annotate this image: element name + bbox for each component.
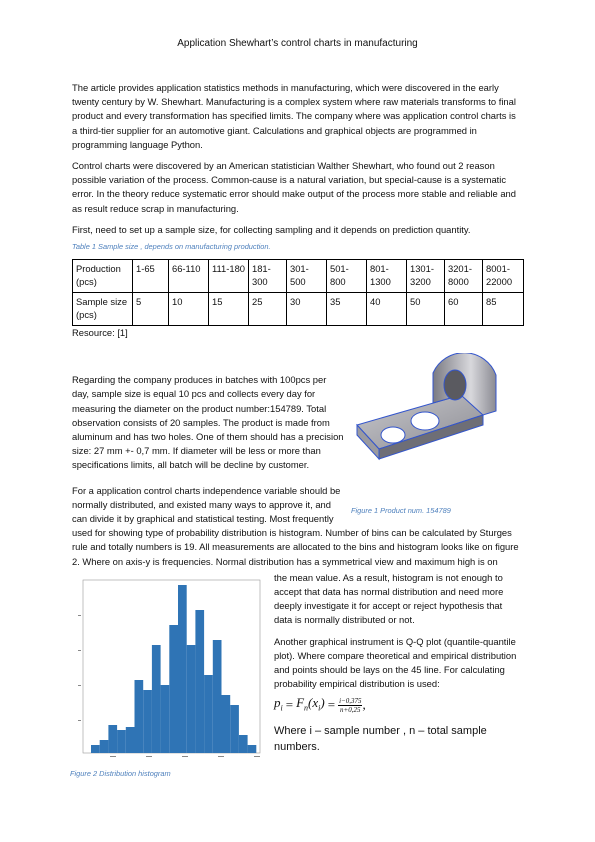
fraction: i−0,375 n+0,25	[338, 696, 363, 714]
table-cell: 8001-22000	[482, 259, 524, 294]
denominator: n+0,25	[340, 705, 361, 714]
formula-part: n	[304, 703, 309, 713]
table-cell: 1-65	[132, 259, 169, 294]
table-cell: 35	[326, 292, 367, 327]
formula: pi = Fn(xi) = i−0,375 n+0,25 ,	[274, 694, 523, 716]
table-cell: Production (pcs)	[72, 259, 133, 294]
body-text: The article provides application statist…	[70, 81, 524, 788]
paragraph: Control charts were discovered by an Ame…	[72, 160, 516, 214]
table-row: Sample size (pcs) 5 10 15 25 30 35 40 50 60 85	[72, 292, 524, 327]
table-cell: 15	[208, 292, 249, 327]
paragraph: For a application control charts indepen…	[72, 484, 519, 567]
table-cell: 40	[366, 292, 407, 327]
table-cell: 66-110	[168, 259, 209, 294]
formula-part: i	[280, 703, 283, 713]
formula-part: ,	[362, 697, 366, 713]
formula-part: =	[285, 697, 294, 713]
table-cell: 1301-3200	[406, 259, 445, 294]
header-title: Application Shewhart’s control charts in…	[177, 38, 418, 49]
table-body: Production (pcs) 1-65 66-110 111-180 181-300…	[72, 259, 524, 327]
formula-part: (x	[308, 694, 319, 710]
table-cell: 501-800	[326, 259, 367, 294]
table-cell: 181-300	[248, 259, 287, 294]
figure-1: Figure 1 Product num. 154789	[351, 352, 523, 518]
figure-2: Figure 2 Distribution histogram	[70, 573, 268, 788]
paragraph: the mean value. As a result, histogram i…	[274, 571, 504, 626]
table-cell: 25	[248, 292, 287, 327]
table-cell: 85	[482, 292, 524, 327]
table-source: Resource: [1]	[72, 327, 128, 339]
formula-part: F	[296, 694, 305, 710]
table-cell: 60	[444, 292, 483, 327]
table-cell: 801-1300	[366, 259, 407, 294]
paragraph: Regarding the company produces in batche…	[72, 374, 344, 471]
table-cell: 3201-8000	[444, 259, 483, 294]
table-cell: 5	[132, 292, 169, 327]
table-cell: 111-180	[208, 259, 249, 294]
table-cell: 50	[406, 292, 445, 327]
table-cell: 10	[168, 292, 209, 327]
numerator: i−0,375	[338, 696, 363, 706]
table-cell: 30	[286, 292, 327, 327]
histogram-image	[78, 579, 261, 757]
formula-part: p	[274, 694, 281, 710]
axis-tick-placeholders	[78, 614, 260, 757]
formula-part: i	[318, 703, 321, 713]
paragraph: First, need to set up a sample size, for…	[72, 223, 471, 235]
formula-part: )	[320, 694, 325, 710]
table-caption: Table 1 Sample size , depends on manufac…	[72, 242, 271, 252]
paragraph: The article provides application statist…	[72, 82, 516, 150]
paragraph: Another graphical instrument is Q-Q plot…	[274, 635, 517, 690]
figure-caption: Figure 1 Product num. 154789	[351, 506, 451, 516]
table-cell: Sample size (pcs)	[72, 292, 133, 327]
formula-part: =	[327, 697, 336, 713]
table-cell: 301-500	[286, 259, 327, 294]
figure-caption: Figure 2 Distribution histogram	[70, 769, 171, 779]
paragraph: Where i – sample number , n – total samp…	[274, 725, 487, 754]
table-row: Production (pcs) 1-65 66-110 111-180 181-300…	[72, 259, 524, 294]
product-image	[356, 352, 497, 461]
histogram-bars	[91, 584, 257, 753]
table: Production (pcs) 1-65 66-110 111-180 181-300…	[72, 259, 524, 327]
